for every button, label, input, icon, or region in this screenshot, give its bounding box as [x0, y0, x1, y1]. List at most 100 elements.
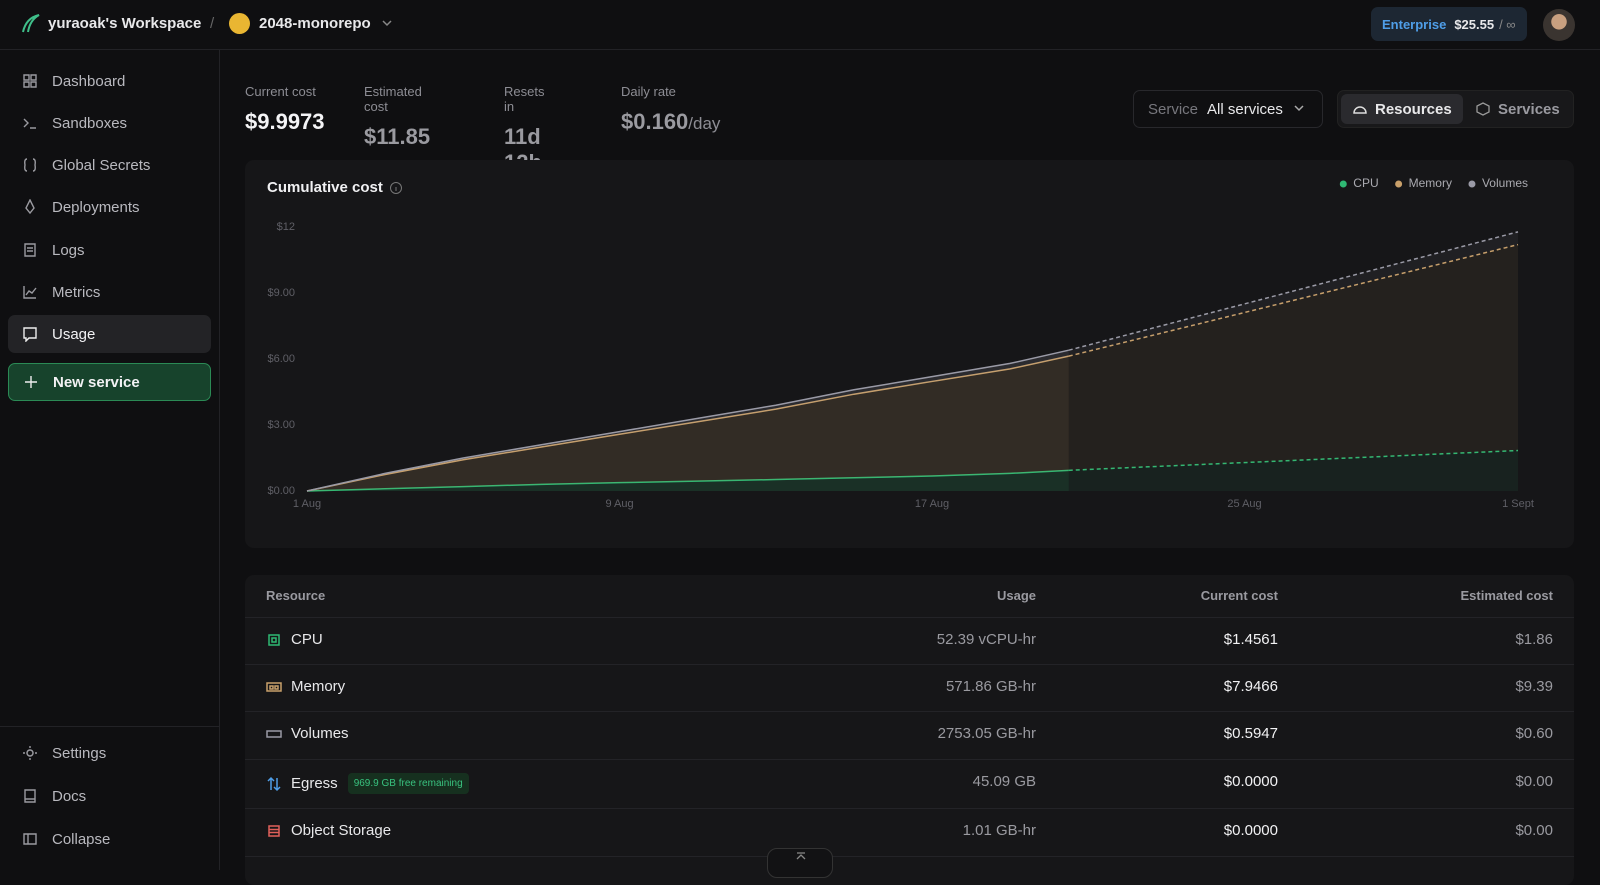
free-badge: 969.9 GB free remaining: [347, 773, 469, 794]
resource-icon: [267, 776, 281, 791]
logo: [22, 14, 40, 33]
table-cell: 52.39 vCPU-hr: [936, 631, 1036, 648]
chevron: [1294, 105, 1304, 112]
row-divider: [245, 856, 1574, 857]
resource-cell: Egress 969.9 GB free remaining: [266, 773, 469, 794]
row-divider: [245, 664, 1574, 665]
stat: Estimated cost $11.85: [364, 84, 430, 150]
stat-number: $0.160: [621, 109, 689, 134]
legend-label: Volumes: [1482, 176, 1528, 190]
icon-shape: [268, 824, 280, 837]
new-service-button[interactable]: New service: [8, 363, 211, 401]
resource-name: Volumes: [291, 725, 349, 742]
resource-icon: [266, 729, 282, 738]
nav-item[interactable]: Collapse: [8, 820, 211, 858]
nav-icon: [23, 118, 36, 129]
nav-icon: [24, 789, 36, 803]
button-label: New service: [53, 373, 140, 391]
view-tabs: Resources Services: [1337, 90, 1574, 128]
nav-item[interactable]: Settings: [8, 734, 211, 772]
nav-item[interactable]: Deployments: [8, 188, 211, 226]
plan-pill[interactable]: Enterprise $25.55 / ∞: [1371, 7, 1527, 41]
area-fill: [1068, 450, 1518, 491]
nav-label: Global Secrets: [52, 156, 151, 174]
resource-icon: [268, 824, 280, 837]
stat-suffix: /day: [688, 114, 721, 133]
stat-label: Daily rate: [621, 84, 676, 99]
area-fill: [1068, 244, 1518, 471]
x-tick-label: 17 Aug: [915, 498, 949, 510]
x-tick-label: 25 Aug: [1227, 498, 1261, 510]
row-divider: [245, 617, 1574, 618]
balance-limit: / ∞: [1499, 16, 1516, 32]
nav-label: Collapse: [52, 830, 111, 848]
nav-label: Docs: [52, 787, 87, 805]
table-cell: $0.0000: [1223, 773, 1278, 790]
nav-label: Metrics: [52, 283, 101, 301]
legend-label: Memory: [1409, 176, 1452, 190]
y-tick-label: $0.00: [267, 485, 295, 497]
project-icon: [229, 13, 250, 34]
resource-cell: Object Storage: [266, 822, 391, 839]
column-header: Usage: [996, 588, 1036, 603]
nav-icon: [23, 286, 37, 299]
collapse-handle[interactable]: [767, 848, 833, 878]
nav-icon: [25, 199, 35, 215]
stat-label: Estimated cost: [364, 84, 422, 114]
legend-swatch: [1339, 180, 1347, 188]
series-line: [306, 469, 1069, 492]
icon-shape: [24, 789, 36, 803]
nav-item[interactable]: Global Secrets: [8, 146, 211, 184]
icon-shape: [23, 833, 37, 845]
series-line: [306, 349, 1069, 492]
nav-icon: [24, 243, 36, 257]
row-divider: [245, 711, 1574, 712]
legend-label: CPU: [1353, 176, 1378, 190]
icon-shape: [23, 286, 37, 299]
resource-name: Memory: [291, 678, 346, 695]
avatar[interactable]: [1543, 9, 1575, 41]
tab[interactable]: Resources: [1341, 94, 1463, 124]
workspace-name[interactable]: yuraoak's Workspace: [48, 15, 202, 32]
nav-item[interactable]: Docs: [8, 777, 211, 815]
stat-number: $9.9973: [245, 109, 325, 134]
table-cell: $0.0000: [1223, 822, 1278, 839]
chevron: [382, 20, 392, 27]
tab-label: Services: [1498, 100, 1560, 118]
resource-icon: [268, 633, 280, 646]
nav-icon: [23, 74, 37, 88]
nav-label: Logs: [52, 241, 85, 259]
y-tick-label: $3.00: [267, 419, 295, 431]
y-tick-label: $6.00: [267, 353, 295, 365]
nav-item[interactable]: Logs: [8, 231, 211, 269]
icon-shape: [24, 243, 36, 257]
nav-icon: [23, 746, 37, 760]
projection-line: [1068, 231, 1519, 351]
stat-number: $11.85: [364, 124, 431, 149]
service-filter[interactable]: Service All services: [1133, 90, 1323, 128]
nav-label: Sandboxes: [52, 114, 128, 132]
resource-cell: Volumes: [266, 725, 349, 742]
divider: [0, 726, 219, 727]
icon-shape: [25, 199, 35, 215]
tab[interactable]: Services: [1476, 94, 1560, 124]
project-name[interactable]: 2048-monorepo: [259, 15, 371, 32]
tab-icon: [1476, 102, 1490, 116]
icon-shape: [23, 746, 37, 760]
chart-card: Cumulative cost $0.00 $3.00 $6.00 $9.00 $12 1…: [245, 160, 1574, 548]
row-divider: [245, 759, 1574, 760]
nav-item[interactable]: Metrics: [8, 273, 211, 311]
nav-item[interactable]: Dashboard: [8, 62, 211, 100]
nav-item[interactable]: Sandboxes: [8, 104, 211, 142]
nav-item[interactable]: Usage: [8, 315, 211, 353]
nav-icon: [23, 327, 37, 342]
resource-icon: [266, 681, 282, 692]
nav-icon: [23, 833, 37, 845]
table-cell: 571.86 GB-hr: [945, 678, 1036, 695]
breadcrumb-separator: /: [210, 15, 215, 32]
stat: Current cost $9.9973: [245, 84, 325, 135]
sidebar: Dashboard Sandboxes Global Secrets Deployme…: [0, 50, 220, 870]
stat-value: $11.85: [364, 124, 430, 150]
y-tick-label: $9.00: [267, 287, 295, 299]
